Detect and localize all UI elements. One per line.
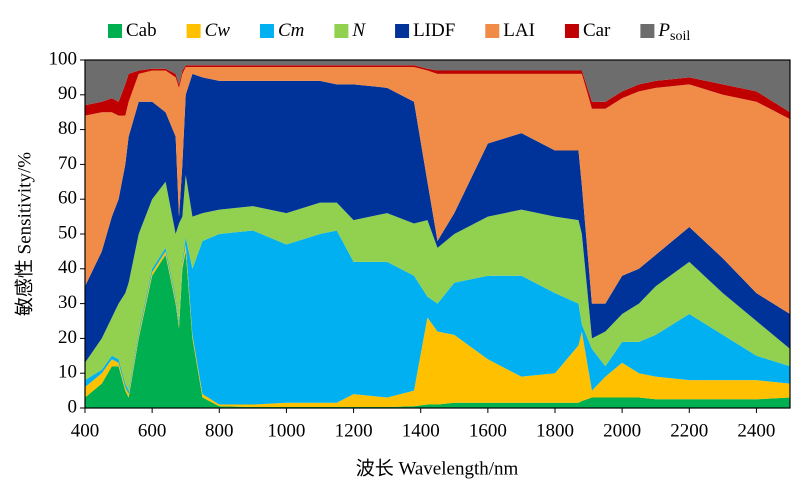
x-tick-label: 2200 <box>670 420 708 441</box>
x-tick-label: 400 <box>71 420 100 441</box>
y-tick-label: 30 <box>58 292 77 313</box>
area <box>85 251 790 408</box>
legend-label: Cm <box>278 20 304 41</box>
legend-swatch <box>395 24 410 38</box>
x-tick-label: 1000 <box>267 420 305 441</box>
legend-label: Car <box>583 20 611 41</box>
legend-name: Cw <box>205 20 231 41</box>
x-tick-label: 2400 <box>737 420 775 441</box>
y-tick-label: 90 <box>58 83 77 104</box>
area <box>85 73 790 363</box>
legend-name: LIDF <box>413 20 455 41</box>
legend-name: Car <box>583 20 611 41</box>
x-tick-label: 1400 <box>402 420 440 441</box>
area <box>85 174 790 391</box>
x-tick-label: 1600 <box>469 420 507 441</box>
x-axis-label: 波长 Wavelength/nm <box>356 457 519 479</box>
legend-label: Psoil <box>657 20 690 44</box>
y-tick-label: 20 <box>58 327 77 348</box>
legend-swatch <box>334 24 349 38</box>
legend-label: LAI <box>503 20 535 41</box>
x-tick-label: 1800 <box>536 420 574 441</box>
legend-name: N <box>351 20 366 41</box>
area <box>85 60 790 113</box>
y-tick-label: 10 <box>58 362 77 383</box>
y-tick-label: 60 <box>58 188 77 209</box>
legend-name: Cab <box>126 20 157 41</box>
legend-swatch <box>259 24 274 38</box>
y-tick-label: 100 <box>49 48 78 69</box>
legend-label: Cw <box>205 20 231 41</box>
y-tick-label: 0 <box>68 396 78 417</box>
y-tick-label: 80 <box>58 118 77 139</box>
y-tick-label: 70 <box>58 153 77 174</box>
x-tick-label: 600 <box>138 420 167 441</box>
legend-label: LIDF <box>413 20 455 41</box>
legend-name: LAI <box>503 20 535 41</box>
x-tick-label: 800 <box>205 420 234 441</box>
legend-swatch <box>186 24 201 38</box>
legend-swatch <box>640 24 655 38</box>
legend-name: Cm <box>278 20 304 41</box>
legend-label: Cab <box>126 20 157 41</box>
x-tick-label: 1200 <box>335 420 373 441</box>
area <box>85 230 790 405</box>
area <box>85 66 790 315</box>
area <box>85 244 790 407</box>
legend-swatch <box>564 24 579 38</box>
legend-label: N <box>351 20 366 41</box>
x-tick-label: 2000 <box>603 420 641 441</box>
y-axis-label: 敏感性 Sensitivity/% <box>13 152 35 316</box>
legend-swatch <box>108 24 122 38</box>
legend-subscript: soil <box>670 29 690 44</box>
y-tick-label: 40 <box>58 257 77 278</box>
legend-swatch <box>485 24 500 38</box>
y-tick-label: 50 <box>58 222 77 243</box>
legend-name: P <box>657 20 670 41</box>
